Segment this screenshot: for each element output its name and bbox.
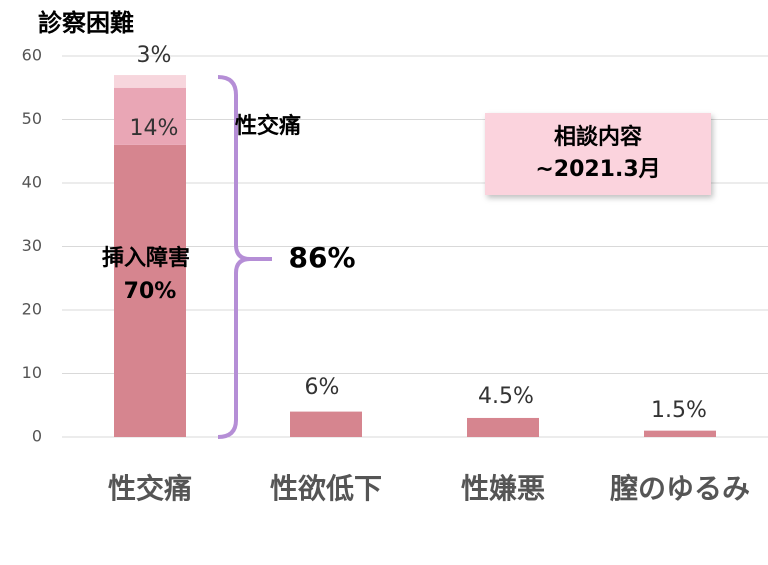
annotation: 3% xyxy=(137,43,172,68)
bars xyxy=(114,75,716,437)
y-tick-label: 60 xyxy=(22,46,42,65)
bar-segment xyxy=(114,75,186,88)
bar-segment xyxy=(644,430,716,437)
y-tick-label: 40 xyxy=(22,173,42,192)
annotation: 4.5% xyxy=(478,384,534,409)
info-box xyxy=(485,113,711,195)
bracket xyxy=(217,75,272,439)
annotation: 14% xyxy=(130,116,179,141)
series-label: 挿入障害 xyxy=(102,245,190,271)
y-tick-label: 0 xyxy=(32,427,42,446)
y-tick-label: 10 xyxy=(22,363,42,382)
y-tick-label: 20 xyxy=(22,300,42,319)
y-tick-label: 30 xyxy=(22,236,42,255)
bar-segment xyxy=(467,417,539,437)
annotation: 70% xyxy=(124,279,177,304)
x-tick-label: 性嫌悪 xyxy=(461,472,545,505)
annotation: 6% xyxy=(305,375,340,400)
box-text: 相談内容 xyxy=(554,124,642,150)
x-tick-label: 膣のゆるみ xyxy=(610,472,750,505)
annotation: 1.5% xyxy=(651,398,707,423)
bar-segment xyxy=(290,411,362,437)
y-tick-label: 50 xyxy=(22,109,42,128)
x-tick-label: 性欲低下 xyxy=(270,472,382,505)
chart-title: 診察困難 xyxy=(38,9,134,37)
bar-segment xyxy=(114,87,186,145)
bar-segment xyxy=(114,144,186,437)
annotation: 86% xyxy=(288,241,355,274)
annotation: 性交痛 xyxy=(235,113,301,139)
x-tick-label: 性交痛 xyxy=(108,472,192,505)
box-text: ~2021.3月 xyxy=(535,157,660,182)
